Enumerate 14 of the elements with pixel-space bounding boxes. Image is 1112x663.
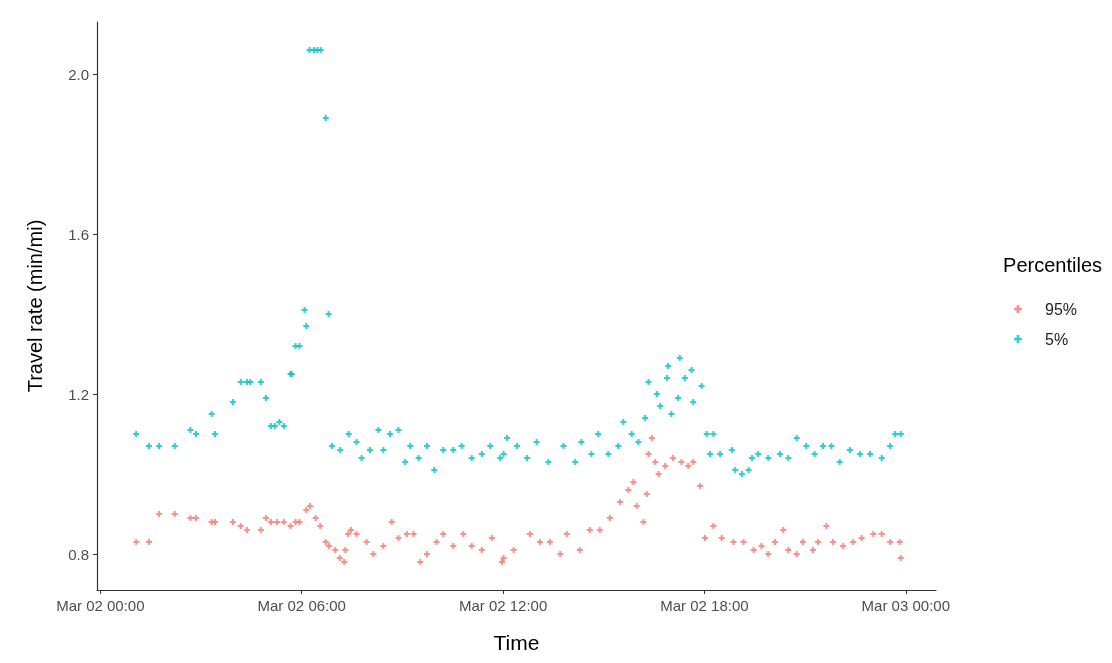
- y-tick-label: 1.2: [68, 385, 89, 403]
- legend-label: 95%: [1044, 300, 1078, 318]
- legend-label: 5%: [1044, 330, 1069, 348]
- y-axis-title: Travel rate (min/mi): [24, 219, 46, 393]
- x-tick-label: Mar 02 12:00: [458, 597, 548, 614]
- x-tick-label: Mar 03 00:00: [861, 597, 950, 614]
- y-tick-label: 1.6: [68, 225, 89, 243]
- y-tick-label: 2.0: [68, 65, 89, 83]
- x-tick-label: Mar 02 00:00: [56, 597, 145, 614]
- legend-title: Percentiles: [1003, 254, 1102, 276]
- x-tick-label: Mar 02 06:00: [257, 597, 346, 614]
- y-tick-label: 0.8: [68, 545, 89, 563]
- x-tick-label: Mar 02 18:00: [660, 597, 749, 614]
- x-axis-title: Time: [493, 631, 540, 654]
